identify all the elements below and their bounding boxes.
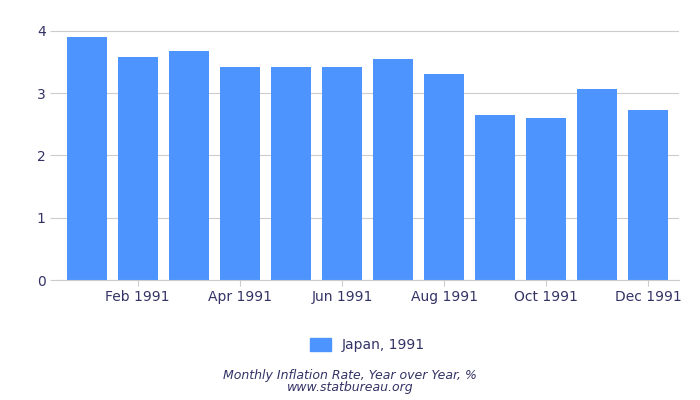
Bar	[271, 67, 311, 280]
Bar	[220, 67, 260, 280]
Legend: Japan, 1991: Japan, 1991	[304, 332, 430, 358]
Bar	[373, 59, 413, 280]
Bar	[629, 110, 668, 280]
Text: www.statbureau.org: www.statbureau.org	[287, 382, 413, 394]
Text: Monthly Inflation Rate, Year over Year, %: Monthly Inflation Rate, Year over Year, …	[223, 370, 477, 382]
Bar	[578, 89, 617, 280]
Bar	[526, 118, 566, 280]
Bar	[322, 67, 362, 280]
Bar	[66, 37, 106, 280]
Bar	[169, 51, 209, 280]
Bar	[475, 115, 515, 280]
Bar	[424, 74, 464, 280]
Bar	[118, 58, 158, 280]
